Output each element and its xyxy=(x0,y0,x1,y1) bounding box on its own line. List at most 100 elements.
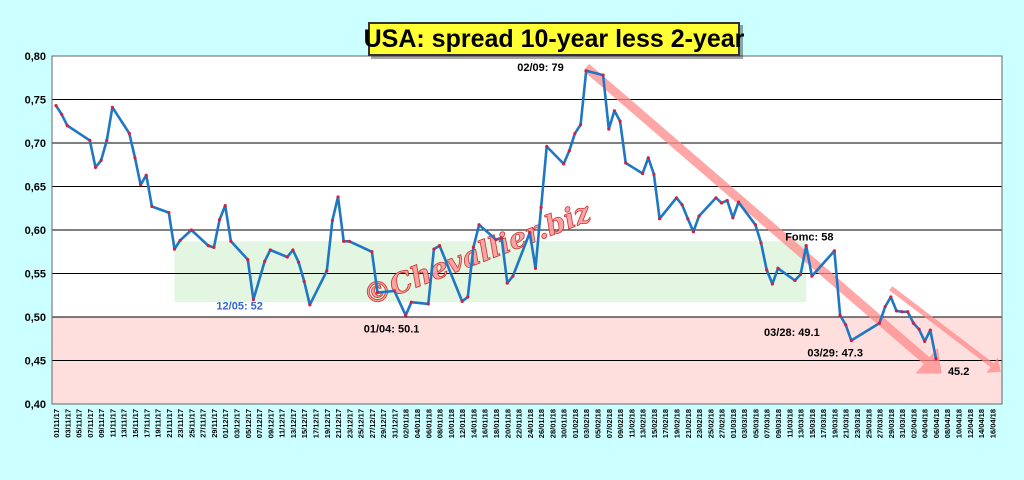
x-tick-label: 25/03/18 xyxy=(864,409,873,438)
data-point xyxy=(612,109,617,113)
data-point xyxy=(900,310,904,314)
data-point xyxy=(849,338,853,343)
x-tick-label: 31/03/18 xyxy=(898,409,907,438)
data-point xyxy=(325,269,329,273)
x-tick-label: 28/01/18 xyxy=(548,409,557,438)
x-tick-label: 10/01/18 xyxy=(447,409,456,438)
data-point xyxy=(494,237,498,242)
data-point xyxy=(302,279,306,283)
data-point xyxy=(607,127,611,131)
trend-arrow-short-head xyxy=(986,357,1001,373)
data-point xyxy=(178,238,182,243)
data-point xyxy=(471,245,476,249)
data-point xyxy=(144,173,148,177)
data-point xyxy=(934,357,938,361)
annotation-label: 03/29: 47.3 xyxy=(807,347,863,359)
data-point xyxy=(765,268,769,272)
x-tick-label: 12/04/18 xyxy=(966,409,975,438)
data-point xyxy=(93,165,98,169)
data-point xyxy=(432,247,436,251)
annotation-label: 01/04: 50.1 xyxy=(364,323,420,335)
data-point xyxy=(342,239,346,243)
data-point xyxy=(347,239,351,243)
x-tick-label: 15/12/17 xyxy=(300,409,309,438)
x-tick-label: 24/01/18 xyxy=(526,409,535,438)
x-tick-label: 23/03/18 xyxy=(853,409,862,438)
data-point xyxy=(911,321,915,325)
data-point xyxy=(139,183,143,187)
x-tick-label: 01/12/17 xyxy=(221,409,230,438)
data-point xyxy=(285,255,289,259)
x-tick-label: 06/04/18 xyxy=(932,409,941,438)
x-tick-label: 17/03/18 xyxy=(819,409,828,438)
data-point xyxy=(545,144,549,149)
x-tick-label: 13/12/17 xyxy=(289,409,298,438)
data-point xyxy=(883,304,887,309)
x-tick-label: 01/02/18 xyxy=(571,409,580,438)
y-tick-label: 0,40 xyxy=(25,399,46,411)
x-tick-label: 17/11/17 xyxy=(142,409,151,438)
x-tick-label: 11/02/18 xyxy=(627,409,636,438)
data-point xyxy=(680,203,684,207)
x-tick-label: 21/12/17 xyxy=(334,409,343,438)
data-point xyxy=(296,260,301,264)
x-tick-label: 13/02/18 xyxy=(639,409,648,438)
plot-frame xyxy=(51,55,1003,405)
x-tick-label: 04/04/18 xyxy=(921,409,930,438)
data-point xyxy=(375,291,380,295)
data-point xyxy=(246,257,250,262)
y-tick-label: 0,50 xyxy=(25,312,46,324)
data-point xyxy=(88,138,92,142)
y-tick-label: 0,80 xyxy=(25,51,46,63)
y-tick-label: 0,45 xyxy=(25,356,46,368)
data-point xyxy=(584,69,588,73)
x-tick-label: 04/01/18 xyxy=(413,409,422,438)
data-point xyxy=(263,259,267,263)
data-point xyxy=(804,244,808,248)
data-point xyxy=(832,249,837,253)
x-tick-label: 08/04/18 xyxy=(943,409,952,438)
x-tick-label: 03/11/17 xyxy=(63,409,72,438)
data-point xyxy=(291,248,295,252)
x-tick-label: 22/01/18 xyxy=(515,409,524,438)
trend-arrow-main-shaft xyxy=(583,63,930,365)
data-point xyxy=(110,105,115,109)
data-point xyxy=(505,281,509,285)
y-tick-label: 0,55 xyxy=(25,269,46,281)
x-tick-label: 20/01/18 xyxy=(503,409,512,438)
data-point xyxy=(646,156,650,160)
data-point xyxy=(426,302,430,306)
x-tick-label: 01/03/18 xyxy=(729,409,738,438)
data-point xyxy=(409,300,413,304)
x-tick-label: 05/12/17 xyxy=(244,409,253,438)
x-tick-label: 19/03/18 xyxy=(830,409,839,438)
x-tick-label: 30/01/18 xyxy=(560,409,569,438)
data-point xyxy=(528,231,532,235)
data-point xyxy=(308,303,312,307)
x-tick-label: 01/11/17 xyxy=(52,409,61,438)
data-point xyxy=(720,201,724,205)
x-tick-label: 25/02/18 xyxy=(706,409,715,438)
x-tick-label: 15/11/17 xyxy=(131,409,140,438)
data-point xyxy=(731,216,735,220)
data-point xyxy=(618,119,622,123)
x-tick-label: 09/12/17 xyxy=(266,409,275,438)
data-point xyxy=(229,239,233,243)
data-point xyxy=(736,200,741,204)
x-tick-label: 29/03/18 xyxy=(887,409,896,438)
annotation-label: 03/28: 49.1 xyxy=(764,327,820,339)
data-point xyxy=(511,274,515,278)
y-tick-label: 0,60 xyxy=(25,225,46,237)
x-tick-label: 03/02/18 xyxy=(582,409,591,438)
range-band xyxy=(174,241,807,303)
data-point xyxy=(370,250,374,254)
x-tick-label: 16/04/18 xyxy=(988,409,997,438)
x-tick-label: 26/01/18 xyxy=(537,409,546,438)
data-point xyxy=(810,274,814,278)
data-point xyxy=(206,244,210,248)
data-point xyxy=(562,162,566,166)
x-tick-label: 27/12/17 xyxy=(368,409,377,438)
x-tick-label: 11/12/17 xyxy=(278,409,287,438)
x-tick-label: 21/03/18 xyxy=(842,409,851,438)
x-tick-label: 07/12/17 xyxy=(255,409,264,438)
